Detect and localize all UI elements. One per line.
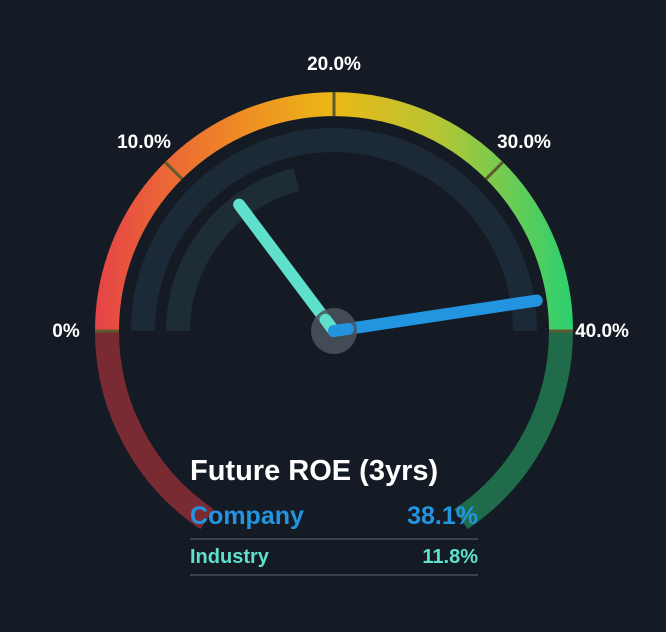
legend-industry-label: Industry	[190, 545, 269, 568]
legend-company-value: 38.1%	[407, 501, 478, 530]
gauge-industry-track	[166, 167, 300, 332]
gauge-tick	[484, 160, 505, 181]
legend-row-company: Company 38.1%	[190, 494, 478, 540]
gauge-tick	[163, 160, 184, 181]
gauge-company-track	[131, 128, 537, 332]
legend: Future ROE (3yrs) Company 38.1% Industry…	[190, 452, 478, 576]
tick-label: 0%	[52, 321, 80, 342]
tick-label: 40.0%	[575, 321, 629, 342]
chart-title: Future ROE (3yrs)	[190, 455, 439, 487]
legend-company-label: Company	[190, 501, 304, 530]
company-needle	[328, 294, 543, 337]
gauge-lower-left-arc	[95, 330, 214, 530]
tick-label: 20.0%	[307, 54, 361, 75]
legend-industry-value: 11.8%	[422, 545, 478, 568]
tick-label: 30.0%	[497, 132, 551, 153]
legend-row-industry: Industry 11.8%	[190, 540, 478, 576]
industry-needle	[233, 198, 340, 337]
gauge-lower-right-arc	[454, 330, 573, 530]
company-needle-base	[328, 322, 354, 337]
tick-label: 10.0%	[117, 132, 171, 153]
